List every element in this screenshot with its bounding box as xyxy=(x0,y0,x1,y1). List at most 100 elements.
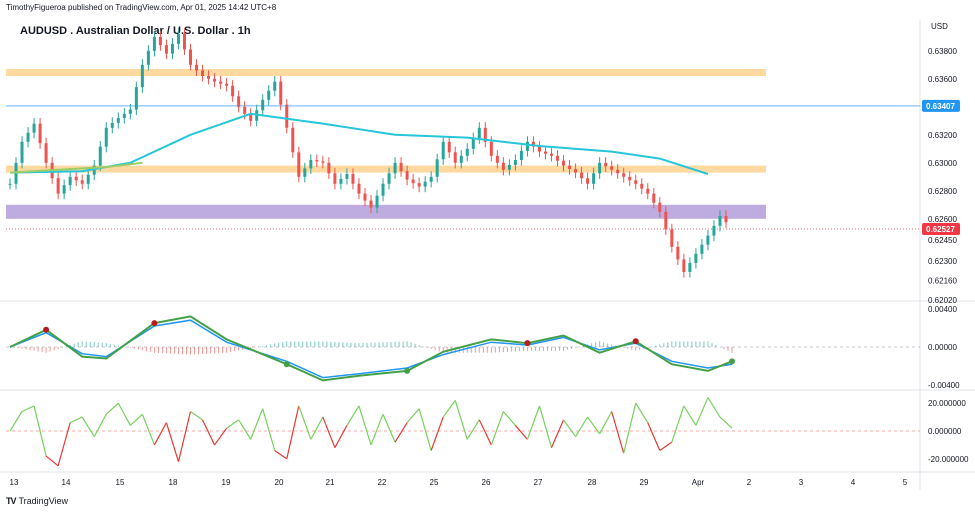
price-tick-label: 0.62160 xyxy=(928,276,957,285)
time-tick-label: 13 xyxy=(10,478,19,487)
candle-body xyxy=(453,152,457,163)
candle-body xyxy=(525,141,529,151)
rsi-segment xyxy=(659,441,673,451)
rsi-segment xyxy=(117,402,131,426)
candle-body xyxy=(387,173,391,184)
time-tick-label: 21 xyxy=(326,478,335,487)
candle-body xyxy=(249,113,253,121)
candle-body xyxy=(32,123,36,133)
candle-body xyxy=(8,183,12,185)
candle-body xyxy=(405,171,409,180)
candle-body xyxy=(309,160,313,169)
candle-body xyxy=(700,244,704,254)
candle-body xyxy=(411,179,415,184)
candle-body xyxy=(176,34,180,44)
candle-body xyxy=(44,143,48,163)
brand-label: TradingView xyxy=(18,496,69,506)
rsi-tick-label: -20.000000 xyxy=(928,455,969,464)
rsi-segment xyxy=(382,414,396,443)
candle-body xyxy=(688,262,692,272)
candle-body xyxy=(267,90,271,100)
candle-body xyxy=(399,162,403,172)
rsi-segment xyxy=(418,408,432,451)
rsi-segment xyxy=(201,419,216,446)
candle-body xyxy=(550,153,553,156)
rsi-segment xyxy=(611,411,625,454)
candle-body xyxy=(357,183,361,194)
rsi-segment xyxy=(526,405,541,440)
candle-body xyxy=(315,160,319,162)
candle-body xyxy=(574,169,578,173)
rsi-segment xyxy=(238,419,252,440)
price-tick-label: 0.63800 xyxy=(928,47,957,56)
rsi-segment xyxy=(298,405,312,440)
candle-body xyxy=(116,118,120,123)
osc-cross-dot xyxy=(729,358,735,365)
candle-body xyxy=(507,164,511,170)
candle-body xyxy=(158,36,162,46)
time-tick-label: 14 xyxy=(62,478,71,487)
candle-body xyxy=(658,202,662,212)
time-tick-label: Apr xyxy=(692,478,705,487)
candle-body xyxy=(146,50,150,65)
rsi-segment xyxy=(105,402,119,415)
time-tick-label: 22 xyxy=(378,478,387,487)
rsi-segment xyxy=(310,416,324,440)
rsi-segment xyxy=(466,419,480,440)
candle-body xyxy=(98,146,102,166)
candle-body xyxy=(369,200,373,208)
rsi-tick-label: 20.000000 xyxy=(928,399,966,408)
rsi-segment xyxy=(671,405,685,443)
price-tick-label: 0.62020 xyxy=(928,296,957,305)
rsi-segment xyxy=(563,419,577,437)
ma-short-line xyxy=(9,161,143,174)
rsi-segment xyxy=(129,413,143,426)
candle-body xyxy=(568,165,572,170)
osc-cross-dot xyxy=(43,326,50,333)
candle-body xyxy=(676,246,680,260)
time-tick-label: 3 xyxy=(799,478,804,487)
rsi-segment xyxy=(599,411,613,435)
candle-body xyxy=(519,150,523,160)
candle-body xyxy=(243,106,247,114)
rsi-segment xyxy=(177,411,192,462)
osc-cross-dot xyxy=(404,367,411,374)
candle-body xyxy=(513,160,517,165)
candle-body xyxy=(477,127,481,139)
candle-body xyxy=(273,81,277,91)
candle-body xyxy=(231,85,235,97)
time-tick-label: 20 xyxy=(275,478,284,487)
candle-body xyxy=(122,113,126,118)
candle-body xyxy=(297,152,301,177)
osc-cross-dot xyxy=(632,338,639,345)
candle-body xyxy=(26,132,30,142)
rsi-segment xyxy=(214,427,228,446)
candle-body xyxy=(393,162,397,174)
level-price-label: 0.63407 xyxy=(926,102,955,111)
candle-body xyxy=(291,127,295,153)
time-tick-label: 29 xyxy=(640,478,649,487)
rsi-segment xyxy=(370,414,384,446)
rsi-segment xyxy=(262,408,276,451)
time-tick-label: 26 xyxy=(482,478,491,487)
candle-body xyxy=(333,173,337,184)
zone-2 xyxy=(6,204,766,219)
rsi-segment xyxy=(165,422,180,462)
rsi-segment xyxy=(250,408,264,440)
candle-body xyxy=(501,162,505,170)
candle-body xyxy=(562,160,566,166)
candle-body xyxy=(423,181,427,187)
candle-body xyxy=(20,141,24,163)
zone-0 xyxy=(6,69,766,76)
osc-cross-dot xyxy=(151,320,158,327)
rsi-segment xyxy=(454,400,468,440)
price-tick-label: 0.63200 xyxy=(928,131,957,140)
candle-body xyxy=(628,176,632,181)
candle-body xyxy=(543,151,547,154)
candle-body xyxy=(465,148,469,156)
rsi-segment xyxy=(502,411,516,426)
osc-tick-label: 0.00000 xyxy=(928,343,957,352)
candle-body xyxy=(327,162,331,174)
